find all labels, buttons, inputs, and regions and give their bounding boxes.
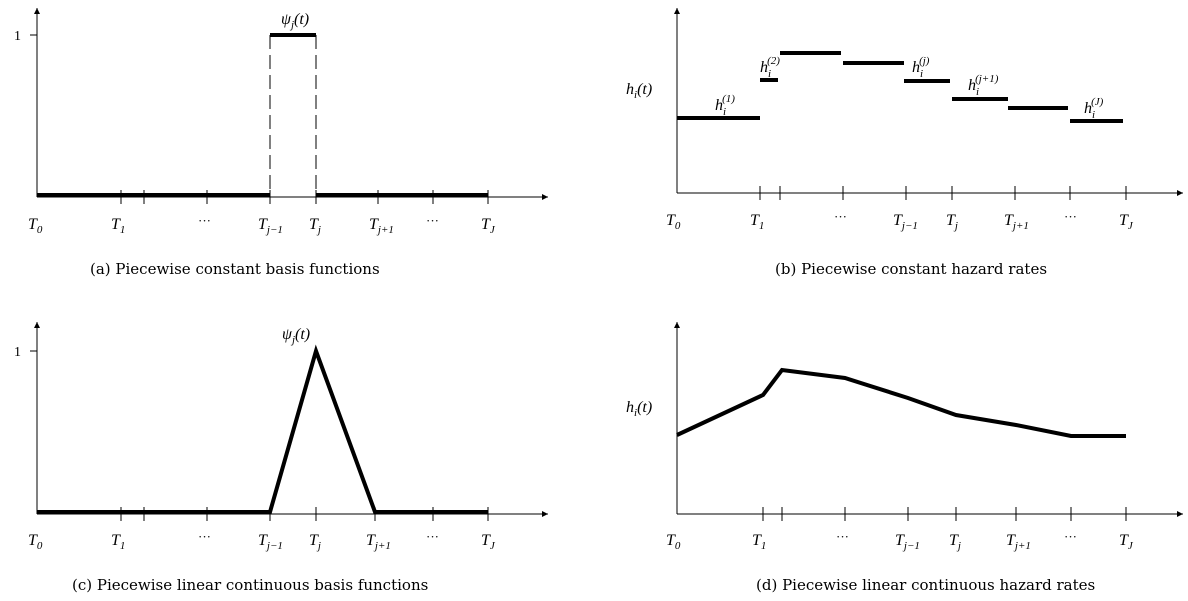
- tick-label: ···: [198, 529, 211, 544]
- panel-a: 1 ψj(t) T0 T1 ··· Tj−1 Tj Tj+1 ··· TJ: [14, 8, 548, 278]
- panel-c-caption: (c) Piecewise linear continuous basis fu…: [72, 576, 428, 594]
- tick-label: T0: [666, 212, 681, 232]
- tick-label: Tj: [946, 212, 958, 232]
- panel-b: hi(t) hi(1) hi(2) hi(j) hi(j+1) hi(J) T0…: [626, 8, 1183, 278]
- tick-label: TJ: [1119, 532, 1134, 552]
- panel-c-basis-curve: [37, 344, 488, 514]
- panel-d-tick-labels: T0 T1 ··· Tj−1 Tj Tj+1 ··· TJ: [666, 529, 1134, 552]
- tick-label: ···: [1064, 529, 1077, 544]
- tick-label: T1: [750, 212, 764, 232]
- segment-label: hi(2): [760, 55, 780, 80]
- panel-c-curve-label: ψj(t): [282, 326, 310, 346]
- tick-label: TJ: [481, 532, 496, 552]
- panel-d: hi(t) T0 T1 ··· Tj−1 Tj Tj+1 ··· TJ (d) …: [626, 322, 1183, 594]
- tick-label: ···: [1064, 209, 1077, 224]
- tick-label: ···: [198, 213, 211, 228]
- tick-label: ···: [426, 529, 439, 544]
- panel-d-hazard-curve: [676, 367, 1126, 438]
- tick-label: ···: [834, 209, 847, 224]
- tick-label: Tj+1: [369, 216, 394, 236]
- panel-b-caption: (b) Piecewise constant hazard rates: [775, 260, 1047, 278]
- tick-label: T0: [666, 532, 681, 552]
- tick-label: T1: [752, 532, 766, 552]
- tick-label: Tj−1: [895, 532, 920, 552]
- panel-a-tick-labels: T0 T1 ··· Tj−1 Tj Tj+1 ··· TJ: [28, 213, 496, 236]
- panel-b-step-segments: [677, 51, 1123, 123]
- panel-a-curve-label: ψj(t): [281, 11, 309, 31]
- tick-label: TJ: [481, 216, 496, 236]
- panel-c-tick-labels: T0 T1 ··· Tj−1 Tj Tj+1 ··· TJ: [28, 529, 496, 552]
- tick-label: Tj+1: [1004, 212, 1029, 232]
- panel-d-y-label: hi(t): [626, 399, 652, 419]
- panel-b-x-ticks: [759, 186, 1127, 200]
- tick-label: ···: [426, 213, 439, 228]
- panel-a-caption: (a) Piecewise constant basis functions: [90, 260, 380, 278]
- panel-c-y-one-label: 1: [14, 345, 21, 360]
- tick-label: Tj+1: [1006, 532, 1031, 552]
- tick-label: Tj: [309, 532, 321, 552]
- tick-label: T0: [28, 532, 43, 552]
- panel-d-x-ticks: [762, 507, 1127, 521]
- panel-b-y-label: hi(t): [626, 81, 652, 101]
- segment-label: hi(j): [912, 55, 930, 80]
- tick-label: TJ: [1119, 212, 1134, 232]
- panel-b-segment-labels: hi(1) hi(2) hi(j) hi(j+1) hi(J): [715, 55, 1104, 121]
- panel-b-tick-labels: T0 T1 ··· Tj−1 Tj Tj+1 ··· TJ: [666, 209, 1134, 232]
- segment-label: hi(j+1): [968, 73, 999, 98]
- tick-label: T1: [111, 216, 125, 236]
- tick-label: Tj: [309, 216, 321, 236]
- tick-label: ···: [836, 529, 849, 544]
- tick-label: T1: [111, 532, 125, 552]
- tick-label: Tj+1: [366, 532, 391, 552]
- tick-label: Tj−1: [893, 212, 918, 232]
- segment-label: hi(1): [715, 93, 735, 118]
- tick-label: Tj−1: [258, 532, 283, 552]
- tick-label: T0: [28, 216, 43, 236]
- segment-label: hi(J): [1084, 96, 1104, 121]
- panel-a-y-one-label: 1: [14, 29, 21, 44]
- tick-label: Tj−1: [258, 216, 283, 236]
- tick-label: Tj: [949, 532, 961, 552]
- panel-c: 1 ψj(t) T0 T1 ··· Tj−1 Tj Tj+1 ··· TJ (c…: [14, 322, 548, 594]
- panel-d-caption: (d) Piecewise linear continuous hazard r…: [756, 576, 1095, 594]
